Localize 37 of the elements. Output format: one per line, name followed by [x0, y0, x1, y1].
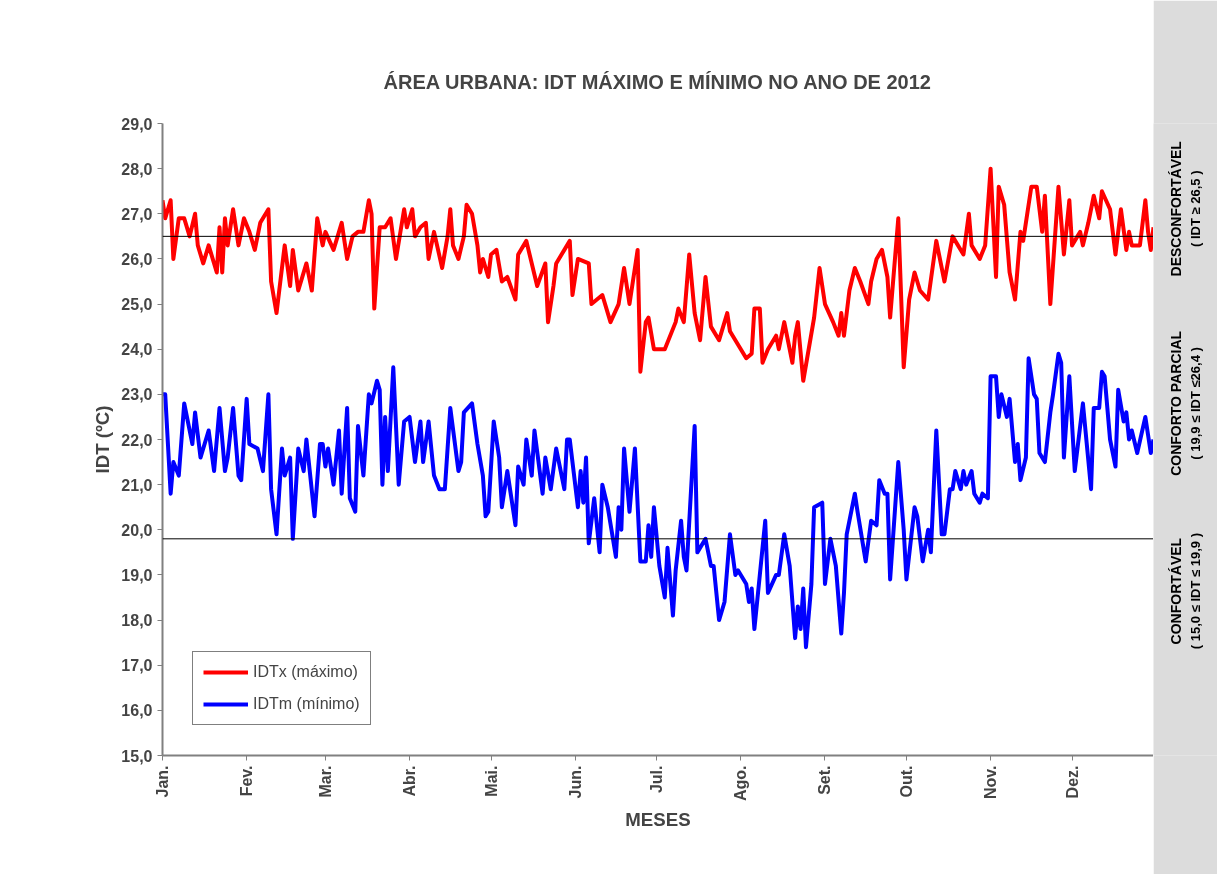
x-tick-label: Set.: [816, 765, 834, 795]
y-tick-label: 19,0: [121, 566, 153, 584]
x-tick-label: Mar.: [316, 765, 334, 798]
y-tick-label: 27,0: [121, 205, 153, 223]
y-tick-label: 22,0: [121, 431, 153, 449]
text: DESCONFORTÁVEL ( IDT ≥ 26,5 ): [1167, 140, 1203, 277]
x-axis-title: MESES: [625, 809, 691, 831]
y-axis-title: IDT (ºC): [92, 405, 114, 474]
y-tick-label: 18,0: [121, 612, 153, 630]
y-tick-label: 24,0: [121, 341, 153, 359]
x-tick-label: Jul.: [648, 765, 666, 794]
y-tick-label: 20,0: [121, 521, 153, 539]
line-series: [162, 351, 1153, 650]
x-tick-label: Mai.: [482, 765, 500, 797]
y-tick-label: 26,0: [121, 250, 153, 268]
y-tick-label: 17,0: [121, 657, 153, 675]
x-tick-label: Dez.: [1063, 765, 1081, 799]
y-tick-label: 16,0: [121, 702, 153, 720]
x-tick-label: Jan.: [154, 765, 171, 798]
x-tick-label: Out.: [897, 765, 915, 798]
legend-label: IDTm (mínimo): [253, 695, 360, 713]
text: CONFORTO PARCIAL ( 19,9 ≤ IDT ≤26,4 ): [1167, 330, 1203, 476]
chart-title: ÁREA URBANA: IDT MÁXIMO E MÍNIMO NO ANO DE 2012: [383, 70, 931, 93]
y-tick-label: 25,0: [121, 296, 153, 314]
x-tick-label: Nov.: [982, 765, 1000, 799]
x-tick-label: Fev.: [238, 765, 256, 797]
legend-label: IDTx (máximo): [253, 663, 358, 681]
x-tick-label: Abr.: [401, 765, 419, 797]
y-tick-label: 21,0: [121, 476, 153, 494]
line-series: [162, 166, 1153, 383]
text: CONFORTÁVEL ( 15,0 ≤ IDT ≤ 19,9 ): [1167, 533, 1203, 650]
x-tick-label: Ago.: [732, 765, 750, 802]
y-tick-label: 15,0: [121, 747, 153, 765]
y-tick-label: 23,0: [121, 386, 153, 404]
y-tick-label: 28,0: [121, 160, 153, 178]
x-tick-label: Jun.: [566, 765, 584, 799]
y-tick-label: 29,0: [121, 115, 153, 133]
